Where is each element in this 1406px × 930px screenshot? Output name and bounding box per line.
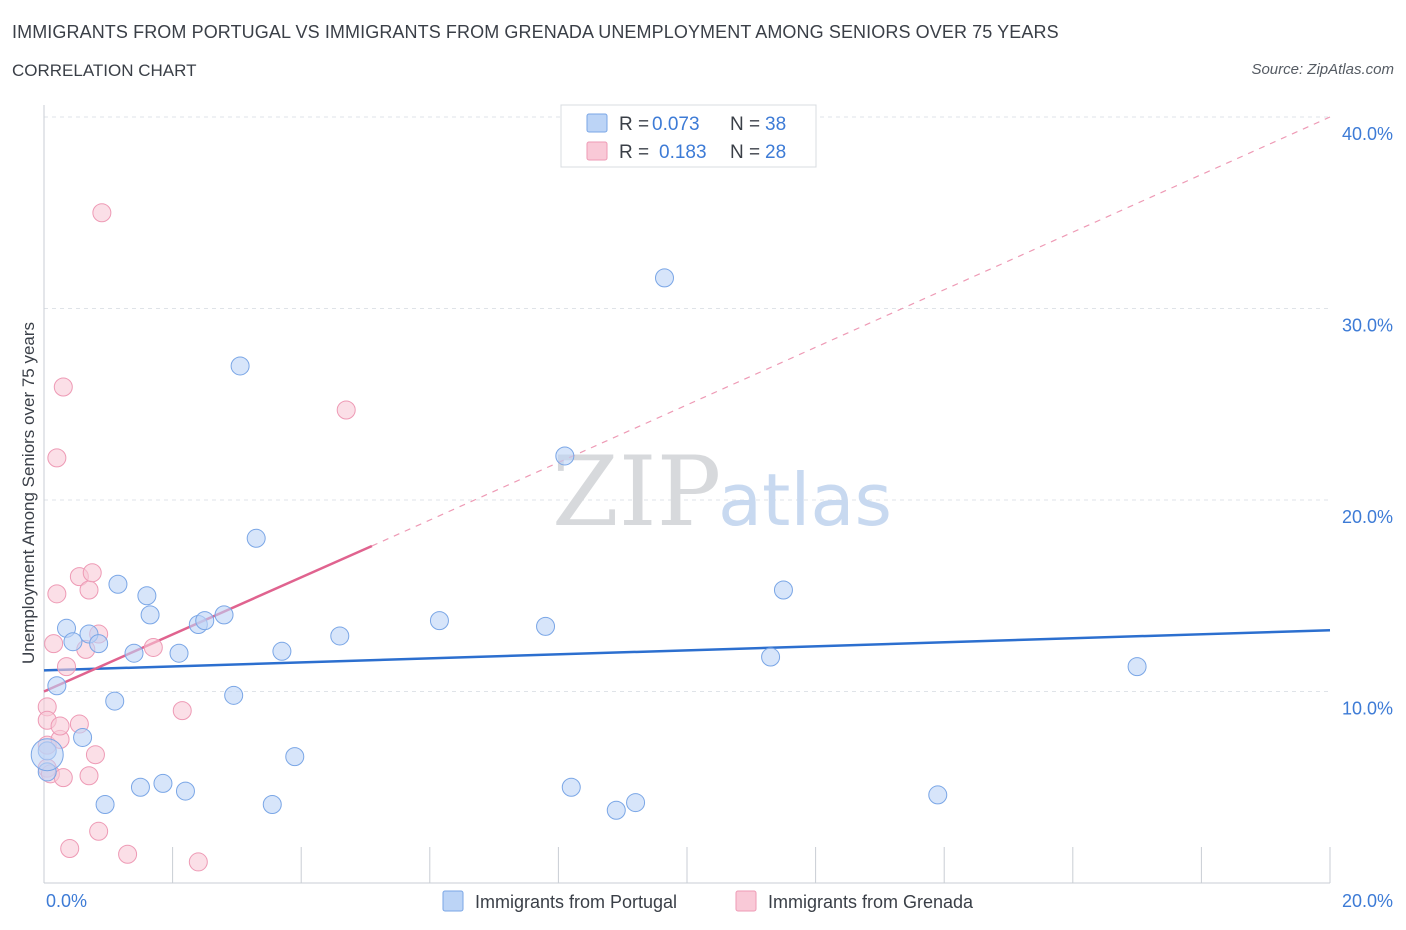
point-portugal-31 [561, 777, 581, 797]
point-portugal-20 [214, 605, 234, 625]
watermark-zip: ZIP [552, 436, 721, 548]
tick-labels: 10.0% 20.0% 30.0% 40.0% 0.0% 20.0% [46, 124, 1393, 911]
point-grenada-13 [60, 839, 80, 859]
point-portugal-16 [169, 643, 189, 663]
legend-r-value-grenada: 0.183 [659, 142, 707, 163]
point-grenada-10 [53, 768, 73, 788]
point-portugal-28 [429, 611, 449, 631]
point-grenada-19 [82, 563, 102, 583]
point-portugal-15 [153, 773, 173, 793]
legend-n-value-grenada: 28 [765, 142, 786, 163]
y-tick-label-2: 30.0% [1342, 316, 1393, 336]
point-portugal-cluster [30, 738, 64, 772]
watermark-atlas: atlas [718, 458, 892, 542]
point-grenada-25 [143, 637, 163, 657]
legend-n-label-portugal: N = [730, 114, 760, 135]
point-portugal-19 [195, 611, 215, 631]
point-grenada-11 [53, 377, 73, 397]
point-portugal-22 [230, 356, 250, 376]
y-tick-label-3: 40.0% [1342, 124, 1393, 144]
series-legend-swatch-grenada [735, 890, 757, 912]
watermark: ZIP atlas [552, 436, 892, 548]
point-grenada-20 [85, 745, 105, 765]
point-portugal-27 [330, 626, 350, 646]
point-portugal-23 [246, 528, 266, 548]
point-portugal-21 [224, 685, 244, 705]
source-credit: Source: ZipAtlas.com [1251, 61, 1394, 78]
point-portugal-14 [140, 605, 160, 625]
point-portugal-13 [137, 586, 157, 606]
point-portugal-34 [654, 268, 674, 288]
point-portugal-8 [95, 794, 115, 814]
point-portugal-33 [626, 793, 646, 813]
series-legend-label-portugal: Immigrants from Portugal [475, 892, 677, 912]
axes [43, 105, 1331, 884]
legend-r-value-portugal: 0.073 [652, 114, 700, 135]
point-grenada-22 [89, 821, 109, 841]
point-portugal-37 [928, 785, 948, 805]
point-grenada-12 [57, 657, 77, 677]
point-grenada-23 [92, 203, 112, 223]
point-grenada-5 [44, 634, 64, 654]
series-legend: Immigrants from Portugal Immigrants from… [442, 890, 974, 912]
point-portugal-12 [130, 777, 150, 797]
y-axis-title: Unemployment Among Seniors over 75 years [19, 322, 38, 664]
legend-n-value-portugal: 38 [765, 114, 786, 135]
point-portugal-30 [555, 446, 575, 466]
chart-title: IMMIGRANTS FROM PORTUGAL VS IMMIGRANTS F… [12, 22, 1059, 42]
point-grenada-28 [336, 400, 356, 420]
legend-swatch-grenada [586, 141, 608, 161]
point-portugal-24 [262, 794, 282, 814]
correlation-legend: R = 0.073 N = 38 R = 0.183 N = 28 [560, 104, 817, 168]
point-portugal-4 [63, 632, 83, 652]
chart-subtitle: CORRELATION CHART [12, 61, 197, 80]
point-grenada-6 [47, 584, 67, 604]
series-legend-swatch-portugal [442, 890, 464, 912]
legend-n-label-grenada: N = [730, 142, 760, 163]
data-points [30, 203, 1147, 872]
legend-swatch-portugal [586, 113, 608, 133]
x-tick-label-0: 0.0% [46, 891, 87, 911]
point-portugal-10 [108, 574, 128, 594]
point-portugal-9 [105, 691, 125, 711]
point-portugal-29 [536, 616, 556, 636]
legend-r-label-portugal: R = [619, 114, 649, 135]
point-grenada-9 [50, 716, 70, 736]
point-grenada-24 [118, 844, 138, 864]
point-portugal-36 [773, 580, 793, 600]
trend-lines [43, 116, 1331, 693]
point-grenada-7 [47, 448, 67, 468]
point-portugal-25 [272, 641, 292, 661]
y-tick-label-1: 20.0% [1342, 507, 1393, 527]
point-portugal-11 [124, 643, 144, 663]
point-grenada-18 [79, 766, 99, 786]
point-portugal-35 [761, 647, 781, 667]
point-grenada-17 [79, 580, 99, 600]
point-grenada-26 [172, 701, 192, 721]
x-tick-label-1: 20.0% [1342, 891, 1393, 911]
point-portugal-32 [606, 800, 626, 820]
trend-line-portugal [43, 628, 1331, 672]
legend-r-label-grenada: R = [619, 142, 649, 163]
point-portugal-17 [175, 781, 195, 801]
point-portugal-7 [89, 634, 109, 654]
point-portugal-38 [1127, 657, 1147, 677]
point-portugal-5 [73, 727, 93, 747]
point-portugal-26 [285, 747, 305, 767]
y-tick-label-0: 10.0% [1342, 699, 1393, 719]
series-legend-label-grenada: Immigrants from Grenada [768, 892, 974, 912]
point-portugal-2 [47, 676, 67, 696]
point-grenada-27 [188, 852, 208, 872]
